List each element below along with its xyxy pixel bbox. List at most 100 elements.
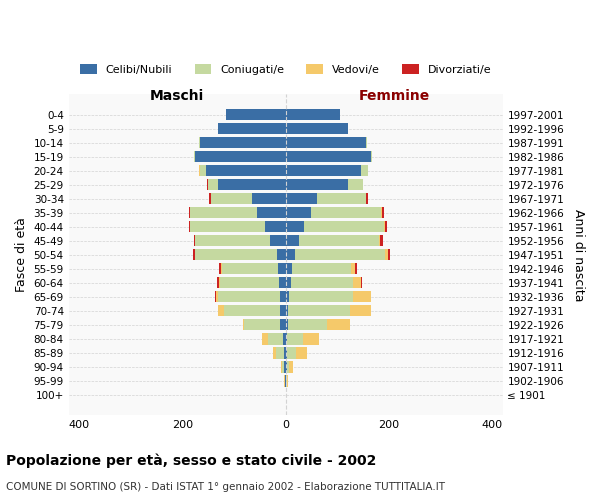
Bar xyxy=(286,165,361,176)
Bar xyxy=(218,306,224,316)
Bar xyxy=(283,334,286,344)
Bar xyxy=(218,292,280,302)
Bar xyxy=(188,221,190,232)
Bar xyxy=(190,221,265,232)
Bar xyxy=(286,151,371,162)
Bar xyxy=(244,320,280,330)
Bar xyxy=(317,193,365,204)
Bar xyxy=(355,263,357,274)
Bar xyxy=(384,221,385,232)
Bar xyxy=(289,292,353,302)
Bar xyxy=(284,348,286,358)
Bar xyxy=(366,193,368,204)
Bar xyxy=(288,306,350,316)
Bar xyxy=(286,109,340,120)
Bar xyxy=(288,320,327,330)
Bar xyxy=(268,334,283,344)
Bar xyxy=(286,179,347,190)
Bar xyxy=(280,277,286,288)
Bar xyxy=(262,334,268,344)
Bar xyxy=(385,249,388,260)
Bar xyxy=(281,362,282,372)
Bar xyxy=(286,277,291,288)
Bar xyxy=(299,235,379,246)
Bar xyxy=(195,235,270,246)
Bar xyxy=(289,362,293,372)
Bar xyxy=(382,207,384,218)
Bar xyxy=(286,207,311,218)
Bar xyxy=(221,263,278,274)
Bar xyxy=(286,263,292,274)
Bar xyxy=(381,207,382,218)
Bar xyxy=(388,249,391,260)
Bar xyxy=(353,292,371,302)
Bar xyxy=(219,277,220,288)
Bar xyxy=(280,306,286,316)
Bar xyxy=(216,292,218,302)
Bar xyxy=(353,277,361,288)
Bar xyxy=(365,137,367,148)
Bar xyxy=(286,123,347,134)
Bar xyxy=(195,249,277,260)
Text: Femmine: Femmine xyxy=(358,90,430,104)
Y-axis label: Anni di nascita: Anni di nascita xyxy=(572,208,585,301)
Bar xyxy=(252,193,286,204)
Bar xyxy=(276,348,284,358)
Bar xyxy=(282,362,284,372)
Bar xyxy=(303,334,319,344)
Bar xyxy=(286,249,295,260)
Bar xyxy=(286,221,304,232)
Text: COMUNE DI SORTINO (SR) - Dati ISTAT 1° gennaio 2002 - Elaborazione TUTTITALIA.IT: COMUNE DI SORTINO (SR) - Dati ISTAT 1° g… xyxy=(6,482,445,492)
Bar xyxy=(371,151,373,162)
Text: Popolazione per età, sesso e stato civile - 2002: Popolazione per età, sesso e stato civil… xyxy=(6,454,376,468)
Bar xyxy=(291,277,353,288)
Bar xyxy=(296,348,307,358)
Bar xyxy=(286,348,287,358)
Bar xyxy=(220,277,280,288)
Bar xyxy=(195,151,286,162)
Bar xyxy=(361,277,362,288)
Bar xyxy=(243,320,244,330)
Bar xyxy=(193,249,195,260)
Bar xyxy=(257,207,286,218)
Bar xyxy=(287,348,296,358)
Bar xyxy=(199,165,200,176)
Bar xyxy=(273,348,276,358)
Bar xyxy=(286,334,287,344)
Bar xyxy=(194,151,195,162)
Bar xyxy=(218,123,286,134)
Bar xyxy=(209,193,211,204)
Bar xyxy=(224,306,280,316)
Bar xyxy=(351,263,355,274)
Bar xyxy=(304,221,384,232)
Bar xyxy=(385,221,388,232)
Legend: Celibi/Nubili, Coniugati/e, Vedovi/e, Divorziati/e: Celibi/Nubili, Coniugati/e, Vedovi/e, Di… xyxy=(74,58,497,80)
Bar xyxy=(215,292,216,302)
Bar xyxy=(277,249,286,260)
Bar xyxy=(295,249,385,260)
Bar xyxy=(327,320,350,330)
Bar xyxy=(265,221,286,232)
Bar xyxy=(226,109,286,120)
Bar xyxy=(278,263,286,274)
Bar xyxy=(292,263,351,274)
Bar xyxy=(286,320,288,330)
Bar xyxy=(190,207,257,218)
Bar xyxy=(287,362,289,372)
Y-axis label: Fasce di età: Fasce di età xyxy=(15,218,28,292)
Bar xyxy=(286,362,287,372)
Bar xyxy=(286,137,365,148)
Bar xyxy=(286,235,299,246)
Bar xyxy=(206,179,208,190)
Bar xyxy=(200,137,286,148)
Bar xyxy=(280,320,286,330)
Bar xyxy=(286,193,317,204)
Bar xyxy=(286,292,289,302)
Bar xyxy=(361,165,368,176)
Bar xyxy=(208,179,218,190)
Bar xyxy=(199,137,200,148)
Bar xyxy=(284,362,286,372)
Bar xyxy=(220,263,221,274)
Bar xyxy=(311,207,381,218)
Bar xyxy=(287,334,303,344)
